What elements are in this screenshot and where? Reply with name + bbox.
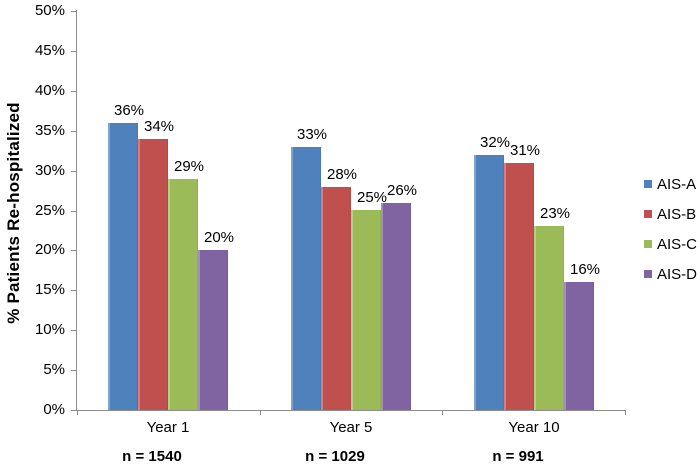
x-axis-line	[76, 410, 626, 411]
y-tick-label: 50%	[34, 2, 65, 19]
bar-ais-b-year-10	[504, 163, 534, 410]
legend: AIS-A AIS-B AIS-C AIS-D	[644, 169, 700, 289]
x-n-label: n = 1029	[305, 448, 365, 465]
bar-value-label: 29%	[173, 158, 205, 175]
x-tick-mark	[77, 411, 78, 415]
bar-ais-d-year-1	[198, 250, 228, 410]
bar-ais-c-year-1	[168, 179, 198, 410]
y-tick-label: 25%	[34, 202, 65, 219]
bar-ais-c-year-5	[351, 210, 381, 410]
legend-label: AIS-D	[657, 265, 698, 283]
bar-ais-b-year-5	[321, 187, 351, 410]
bar-ais-d-year-10	[564, 282, 594, 410]
y-tick-label: 5%	[43, 361, 65, 378]
legend-item-ais-b: AIS-B	[644, 199, 700, 229]
x-category-label: Year 1	[146, 419, 190, 436]
bar-value-label: 26%	[386, 182, 418, 199]
legend-swatch-ais-b	[644, 210, 652, 218]
x-category-label: Year 5	[329, 419, 373, 436]
y-tick-mark	[71, 11, 76, 12]
bar-value-label: 34%	[143, 118, 175, 135]
y-axis-line	[76, 10, 77, 411]
bar-value-label: 31%	[509, 142, 541, 159]
y-tick-mark	[71, 330, 76, 331]
y-tick-mark	[71, 250, 76, 251]
legend-label: AIS-C	[657, 235, 698, 253]
y-tick-label: 40%	[34, 82, 65, 99]
legend-swatch-ais-d	[644, 270, 652, 278]
legend-item-ais-a: AIS-A	[644, 169, 700, 199]
y-tick-mark	[71, 51, 76, 52]
y-tick-mark	[71, 290, 76, 291]
bar-value-label: 28%	[326, 166, 358, 183]
y-tick-label: 45%	[34, 42, 65, 59]
x-tick-mark	[625, 411, 626, 415]
legend-label: AIS-A	[657, 175, 697, 193]
y-tick-mark	[71, 410, 76, 411]
x-n-label: n = 991	[492, 448, 544, 465]
x-category-label: Year 10	[508, 419, 560, 436]
y-tick-mark	[71, 211, 76, 212]
y-tick-mark	[71, 370, 76, 371]
y-tick-mark	[71, 91, 76, 92]
y-tick-label: 10%	[34, 321, 65, 338]
bar-ais-a-year-10	[474, 155, 504, 410]
x-tick-mark	[442, 411, 443, 415]
y-tick-mark	[71, 131, 76, 132]
bar-ais-a-year-5	[291, 147, 321, 410]
bar-value-label: 33%	[296, 126, 328, 143]
bar-value-label: 16%	[569, 261, 601, 278]
bar-value-label: 32%	[479, 134, 511, 151]
bar-value-label: 25%	[356, 189, 388, 206]
bar-value-label: 36%	[113, 102, 145, 119]
y-tick-label: 15%	[34, 281, 65, 298]
legend-label: AIS-B	[657, 205, 697, 223]
bar-ais-a-year-1	[108, 123, 138, 410]
legend-swatch-ais-c	[644, 240, 652, 248]
y-tick-label: 0%	[43, 401, 65, 418]
y-tick-mark	[71, 171, 76, 172]
x-tick-mark	[260, 411, 261, 415]
bar-value-label: 23%	[539, 205, 571, 222]
legend-item-ais-c: AIS-C	[644, 229, 700, 259]
bar-ais-b-year-1	[138, 139, 168, 410]
x-n-label: n = 1540	[122, 448, 182, 465]
y-tick-label: 20%	[34, 241, 65, 258]
bar-ais-c-year-10	[534, 226, 564, 410]
bar-value-label: 20%	[203, 229, 235, 246]
y-tick-label: 30%	[34, 162, 65, 179]
bar-ais-d-year-5	[381, 203, 411, 410]
y-tick-label: 35%	[34, 122, 65, 139]
legend-swatch-ais-a	[644, 180, 652, 188]
legend-item-ais-d: AIS-D	[644, 259, 700, 289]
